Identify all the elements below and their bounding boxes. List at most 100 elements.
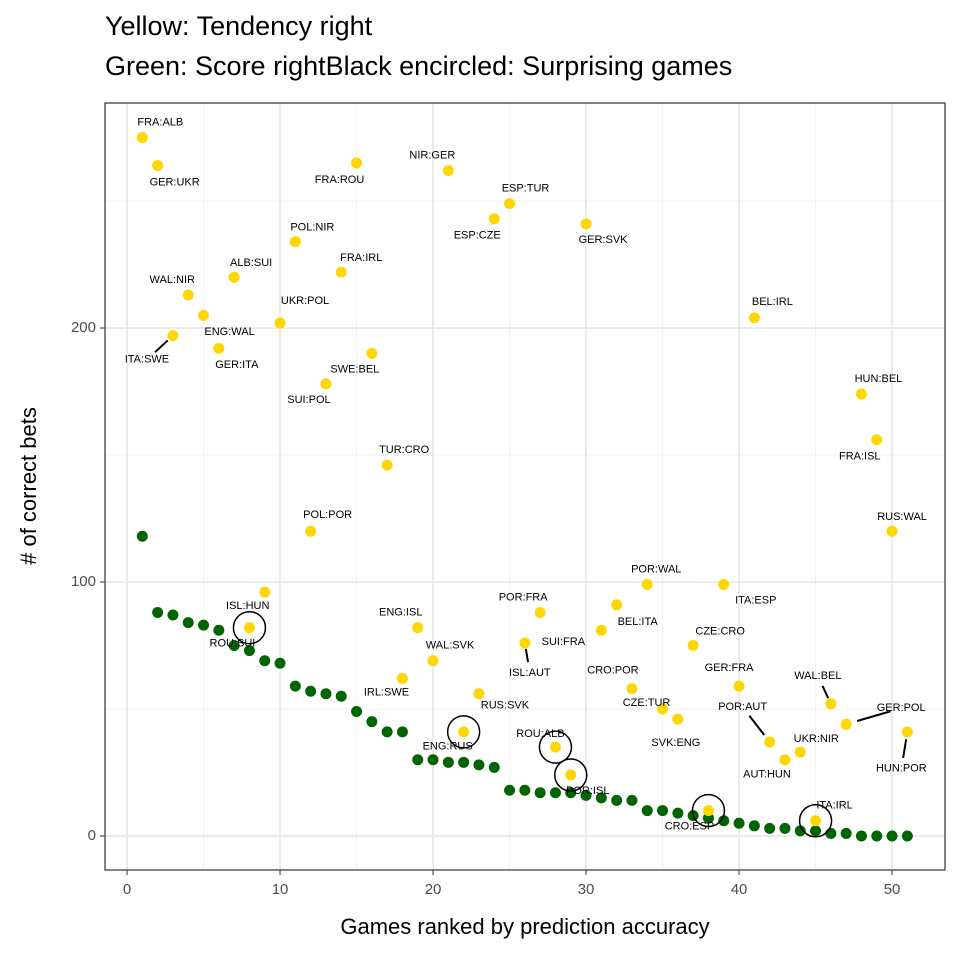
point xyxy=(289,680,301,692)
point xyxy=(718,579,730,591)
point xyxy=(672,713,684,725)
label-leader xyxy=(748,715,766,736)
point xyxy=(534,606,546,618)
x-tick-label: 20 xyxy=(425,881,442,898)
point-label: WAL:NIR xyxy=(150,274,195,286)
point-label: ISL:AUT xyxy=(509,667,551,679)
point xyxy=(748,312,760,324)
point-label: BEL:IRL xyxy=(752,296,793,308)
label-leader xyxy=(524,648,530,663)
point xyxy=(810,825,822,837)
point xyxy=(657,805,669,817)
point xyxy=(152,606,164,618)
point xyxy=(412,754,424,766)
point xyxy=(182,617,194,629)
point xyxy=(366,347,378,359)
point xyxy=(504,784,516,796)
point-label: POR:FRA xyxy=(499,591,549,603)
point-label: CRO:POR xyxy=(587,665,638,677)
point xyxy=(549,741,561,753)
point xyxy=(427,655,439,667)
point xyxy=(259,655,271,667)
point xyxy=(794,746,806,758)
point xyxy=(320,378,332,390)
point xyxy=(519,784,531,796)
point xyxy=(335,266,347,278)
point xyxy=(825,827,837,839)
point xyxy=(396,726,408,738)
point xyxy=(549,787,561,799)
point xyxy=(305,685,317,697)
point xyxy=(274,657,286,669)
point xyxy=(641,805,653,817)
point-label: GER:FRA xyxy=(705,662,755,674)
point xyxy=(335,690,347,702)
surprise-circle xyxy=(538,730,573,764)
plot-background xyxy=(105,103,945,870)
point-label: WAL:BEL xyxy=(794,670,841,682)
point xyxy=(228,639,240,651)
point xyxy=(580,218,592,230)
point-label: GER:POL xyxy=(877,702,926,714)
surprise-circle xyxy=(691,793,726,828)
point xyxy=(351,157,363,169)
point xyxy=(840,827,852,839)
point xyxy=(779,822,791,834)
x-tick-label: 40 xyxy=(731,881,748,898)
x-tick-label: 0 xyxy=(123,881,131,898)
point xyxy=(427,754,439,766)
point xyxy=(259,586,271,598)
point-label: SUI:FRA xyxy=(542,636,586,648)
point xyxy=(473,688,485,700)
point xyxy=(687,639,699,651)
point xyxy=(886,830,898,842)
point-label: IRL:SWE xyxy=(364,686,409,698)
label-leader xyxy=(821,685,830,699)
point-label: FRA:ISL xyxy=(839,451,881,463)
point-label: SVK:ENG xyxy=(651,737,700,749)
point-label: POR:ISL xyxy=(566,785,609,797)
point xyxy=(458,726,470,738)
point-label: UKR:POL xyxy=(281,295,329,307)
point xyxy=(764,822,776,834)
point-label: GER:UKR xyxy=(150,176,200,188)
chart-title: Yellow: Tendency right xyxy=(105,11,373,41)
surprise-circle xyxy=(232,610,267,645)
point xyxy=(718,815,730,827)
point xyxy=(305,525,317,537)
point xyxy=(901,830,913,842)
point xyxy=(657,703,669,715)
point xyxy=(595,792,607,804)
x-tick-label: 10 xyxy=(272,881,289,898)
point xyxy=(810,815,822,827)
point xyxy=(901,726,913,738)
point-label: ISL:HUN xyxy=(226,600,269,612)
point xyxy=(213,624,225,636)
plot-border xyxy=(104,102,946,871)
x-tick-label: 30 xyxy=(578,881,595,898)
point-label: ENG:RUS xyxy=(423,741,473,753)
point-label: POL:NIR xyxy=(290,222,334,234)
point xyxy=(381,459,393,471)
point xyxy=(243,645,255,657)
point xyxy=(366,716,378,728)
point xyxy=(136,132,148,144)
point-label: ROU:ALB xyxy=(516,728,564,740)
point xyxy=(442,165,454,177)
point-label: FRA:IRL xyxy=(340,252,382,264)
point-label: ESP:CZE xyxy=(454,230,501,242)
y-tick-label: 200 xyxy=(71,319,96,336)
point xyxy=(198,309,210,321)
point-label: CZE:TUR xyxy=(623,697,671,709)
point-label: SWE:BEL xyxy=(330,363,379,375)
point-label: POR:WAL xyxy=(631,563,681,575)
point-label: FRA:ROU xyxy=(315,174,365,186)
point-label: RUS:WAL xyxy=(877,511,927,523)
point-label: ITA:SWE xyxy=(125,354,169,366)
point xyxy=(351,706,363,718)
point xyxy=(152,159,164,171)
point-label: ITA:ESP xyxy=(735,594,776,606)
point-label: ROU:SUI xyxy=(210,638,256,650)
point xyxy=(672,807,684,819)
